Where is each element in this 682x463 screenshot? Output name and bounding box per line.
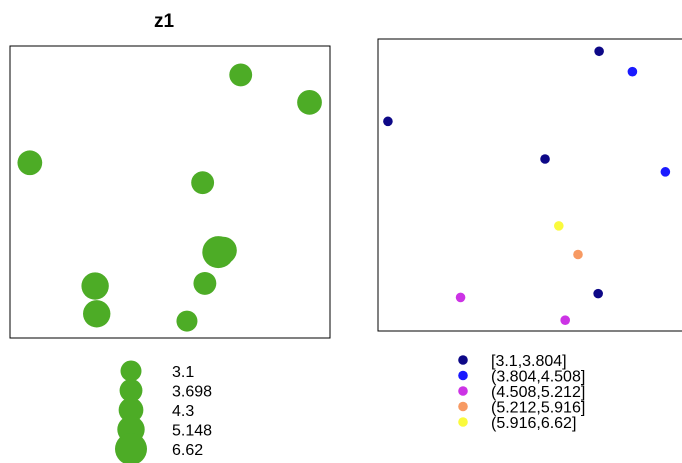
- plot1-point: [193, 271, 217, 295]
- plot2-point: [554, 221, 564, 231]
- plot1-legend-symbol: [118, 397, 144, 423]
- plot1-point: [83, 300, 111, 328]
- plot2-point: [573, 249, 583, 260]
- plot2-legend-symbol: [458, 355, 468, 365]
- plot2-point: [594, 46, 604, 57]
- plot1-point: [297, 89, 322, 115]
- plot2-legend-label: [3.1,3.804]: [491, 353, 567, 370]
- plot2-point: [627, 66, 638, 77]
- plot2-legend-symbol: [458, 386, 468, 396]
- plot1-legend-label: 4.3: [172, 403, 194, 420]
- plot2-point: [540, 154, 550, 164]
- plot1-point: [17, 150, 43, 176]
- plot2-legend-symbol: [458, 401, 468, 412]
- plot1-legend-symbol: [119, 379, 143, 402]
- plot2-legend-label: (5.212,5.916]: [491, 400, 585, 417]
- plot2-point: [560, 315, 570, 325]
- plot1-legend-label: 3.1: [172, 364, 194, 381]
- plot2-legend-symbol: [458, 370, 468, 381]
- plot1-point: [209, 236, 237, 265]
- plot2-legend-label: (5.916,6.62]: [491, 415, 576, 432]
- plot1-title: z1: [154, 11, 175, 32]
- plot1-legend-symbol: [120, 360, 142, 382]
- plot1-legend-label: 5.148: [172, 423, 212, 440]
- plot2-legend-label: (4.508,5.212]: [491, 384, 585, 401]
- plot1-point: [191, 171, 215, 195]
- plot2-point: [660, 167, 671, 177]
- plot2-legend: [3.1,3.804](3.804,4.508](4.508,5.212](5.…: [458, 353, 585, 432]
- plot2-point: [455, 292, 466, 303]
- plot1-points: [17, 63, 322, 332]
- plot1-point: [229, 63, 253, 87]
- plot2-legend-symbol: [458, 417, 468, 427]
- plot1-point: [81, 272, 109, 300]
- plot1-frame: [9, 45, 331, 339]
- plot2-point: [383, 116, 393, 127]
- plot2-points: [383, 46, 671, 325]
- plot1-legend: 3.1 3.698 4.3 5.148 6.62: [115, 360, 212, 463]
- plot1-legend-label: 6.62: [172, 442, 203, 459]
- plot2-frame: [377, 38, 682, 332]
- plot2-point: [593, 288, 603, 299]
- plot1-legend-label: 3.698: [172, 384, 212, 401]
- plot2-legend-label: (3.804,4.508]: [491, 369, 585, 386]
- plot1-legend-symbol: [115, 433, 147, 463]
- plot1-point: [176, 310, 198, 332]
